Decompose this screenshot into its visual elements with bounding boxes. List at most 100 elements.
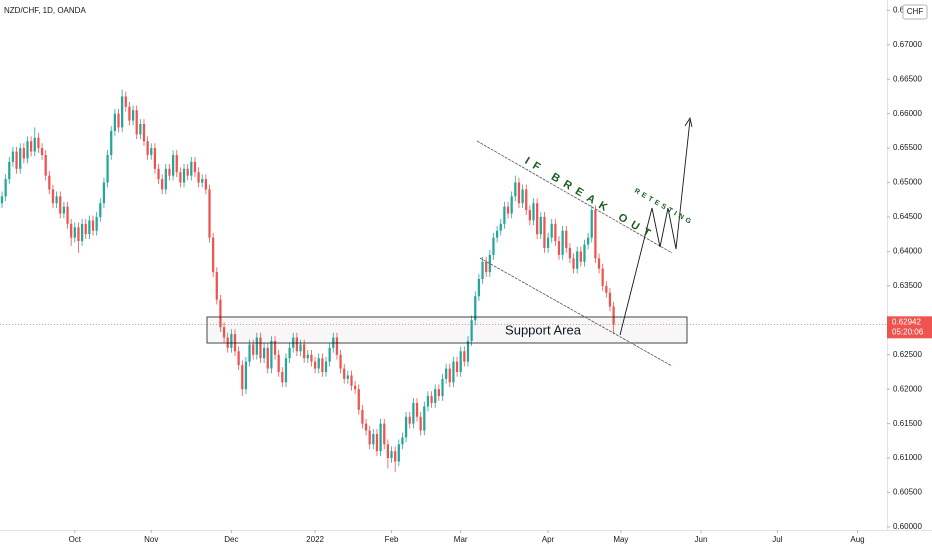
candle-body: [528, 210, 531, 221]
last-price-label: 0.62942: [892, 317, 921, 326]
candle-body: [70, 223, 73, 238]
candle-body: [455, 361, 459, 372]
candle-body: [222, 327, 226, 338]
candle-body: [375, 433, 379, 452]
candle-body: [521, 189, 524, 204]
candle-body: [208, 189, 211, 238]
candle-body: [550, 223, 553, 238]
candle-body: [594, 210, 597, 259]
candle-body: [310, 354, 313, 362]
x-tick-label: Jun: [695, 535, 708, 544]
candle-body: [62, 206, 66, 214]
projection-arrow: [619, 119, 691, 336]
arrow-head: [684, 116, 693, 128]
candle-body: [597, 258, 601, 269]
candle-body: [412, 402, 415, 424]
candle-body: [262, 347, 266, 359]
candle-body: [514, 182, 517, 197]
candle-body: [219, 299, 222, 328]
candle-body: [179, 172, 182, 183]
candle-body: [343, 368, 346, 379]
candle-body: [510, 196, 513, 214]
candle-body: [576, 251, 579, 269]
candle-body: [401, 437, 404, 445]
candle-body: [579, 251, 582, 262]
candle-body: [288, 347, 291, 359]
candles: [0, 89, 615, 472]
channel-upper: [476, 140, 673, 254]
candle-body: [328, 347, 331, 362]
candle-body: [426, 396, 430, 407]
candle-body: [26, 141, 29, 159]
candle-body: [190, 161, 193, 176]
candle-body: [230, 334, 233, 348]
candle-body: [313, 361, 317, 369]
candle-body: [124, 96, 127, 107]
candle-body: [317, 358, 320, 369]
candle-body: [525, 189, 528, 211]
candle-body: [55, 196, 58, 204]
x-tick-label: Oct: [69, 535, 82, 544]
candle-body: [168, 168, 171, 176]
candle-body: [164, 168, 167, 190]
candle-body: [404, 416, 408, 438]
y-tick-label: 0.65500: [893, 143, 922, 152]
candle-body: [324, 361, 328, 372]
candle-body: [29, 141, 33, 152]
x-tick-label: Jul: [772, 535, 782, 544]
candle-body: [193, 161, 197, 173]
candle-body: [532, 203, 535, 221]
candle-body: [572, 258, 575, 269]
candle-body: [586, 237, 590, 245]
candle-body: [394, 451, 397, 462]
last-price-box: [887, 316, 932, 339]
candle-body: [448, 368, 451, 383]
candle-body: [295, 337, 299, 352]
candle-body: [612, 306, 615, 325]
candle-body: [142, 123, 146, 142]
candle-body: [488, 254, 491, 273]
candle-body: [430, 396, 433, 403]
candle-body: [434, 389, 437, 403]
candle-body: [19, 148, 22, 169]
candle-body: [485, 261, 488, 273]
candle-body: [492, 237, 495, 255]
candle-body: [259, 337, 262, 359]
candle-body: [379, 423, 382, 452]
y-tick-label: 0.66000: [893, 109, 922, 118]
channel-lower: [479, 257, 673, 367]
candle-body: [241, 365, 244, 390]
candle-body: [146, 141, 149, 155]
y-tick-label: 0.64000: [893, 247, 922, 256]
candle-body: [423, 406, 426, 431]
candle-body: [110, 130, 113, 155]
candle-body: [37, 137, 40, 149]
y-tick-label: 0.60000: [893, 522, 922, 531]
candle-body: [8, 161, 11, 180]
candle-body: [237, 351, 240, 366]
candle-body: [197, 172, 200, 183]
candle-body: [361, 409, 364, 424]
candle-body: [459, 351, 462, 372]
candle-body: [128, 106, 131, 121]
candle-body: [171, 154, 175, 176]
candle-body: [22, 148, 25, 159]
currency-box: [902, 4, 928, 20]
candle-body: [121, 96, 124, 128]
candle-body: [517, 182, 521, 204]
candle-body: [364, 423, 368, 431]
candle-body: [139, 123, 142, 135]
candle-body: [437, 389, 440, 397]
candle-body: [88, 220, 91, 235]
candle-body: [565, 230, 568, 248]
candle-body: [244, 361, 248, 390]
x-tick-label: Apr: [542, 535, 555, 544]
candle-body: [441, 378, 444, 397]
candle-body: [605, 285, 608, 293]
candle-body: [106, 154, 109, 183]
candle-body: [255, 337, 258, 355]
candle-body: [601, 268, 604, 286]
candle-body: [506, 206, 510, 214]
